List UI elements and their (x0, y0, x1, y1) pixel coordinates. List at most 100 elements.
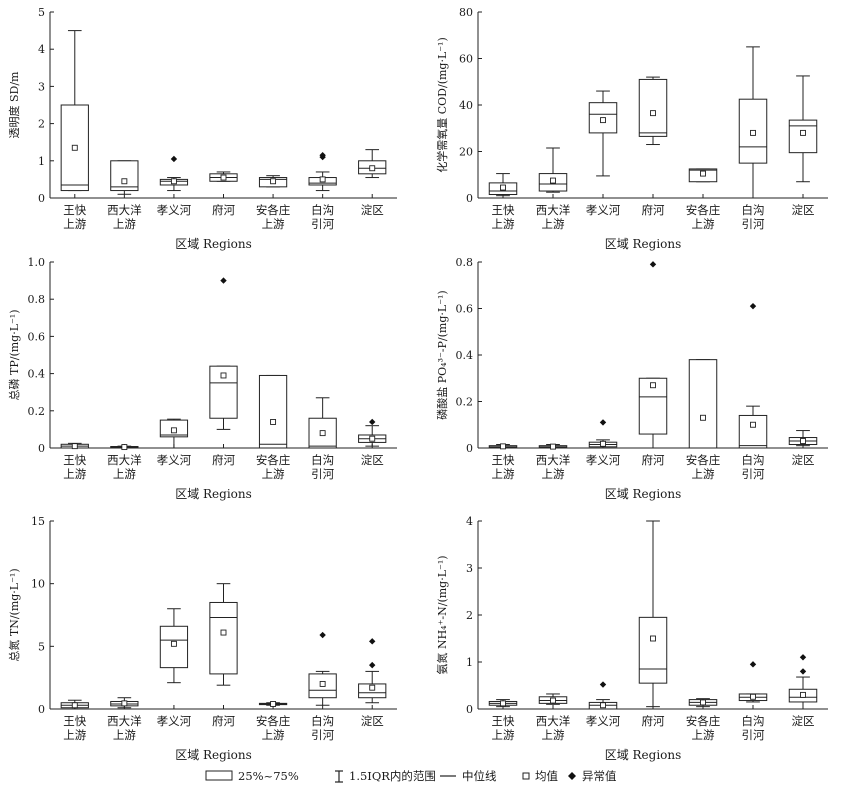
category-label: 淀区 (792, 203, 815, 217)
mean-marker (700, 170, 706, 177)
iqr-box (358, 683, 387, 699)
y-tick-label: 3 (466, 562, 473, 575)
legend-whisker-label: 1.5IQR内的范围 (349, 769, 436, 783)
box-3 (159, 155, 189, 192)
category-label: 上游 (492, 217, 515, 231)
mean-marker (650, 110, 656, 117)
category-label: 上游 (113, 467, 136, 481)
outlier-marker (369, 638, 376, 645)
y-tick-label: 0.4 (456, 349, 474, 362)
mean-marker (319, 176, 326, 183)
category-label: 上游 (262, 728, 285, 742)
y-axis-label: 透明度 SD/m (7, 71, 21, 139)
x-axis-label: 区域 Regions (175, 487, 252, 501)
category-label: 上游 (262, 467, 285, 481)
mean-marker (71, 144, 78, 151)
outlier-marker (749, 661, 757, 668)
category-label: 府河 (212, 714, 235, 728)
mean-marker (121, 444, 128, 451)
y-tick-label: 10 (31, 578, 45, 591)
box-3 (159, 608, 189, 684)
category-label: 西大洋 (107, 714, 142, 728)
box-2 (110, 697, 139, 709)
y-tick-label: 0 (38, 442, 45, 455)
category-label: 孝义河 (586, 714, 621, 728)
box-1 (60, 699, 89, 710)
y-tick-label: 0 (38, 703, 45, 716)
category-label: 白沟 (311, 714, 334, 728)
box-2 (538, 693, 568, 705)
category-label: 府河 (642, 714, 665, 728)
box-3 (588, 90, 618, 177)
iqr-box (688, 359, 718, 449)
x-axis-label: 区域 Regions (175, 237, 252, 251)
category-label: 安各庄 (256, 203, 291, 217)
legend-median-label: 中位线 (462, 769, 497, 783)
category-label: 孝义河 (157, 714, 192, 728)
category-label: 上游 (492, 467, 515, 481)
mean-marker (650, 382, 656, 389)
y-tick-label: 0.6 (456, 303, 474, 316)
category-label: 孝义河 (157, 203, 192, 217)
y-tick-label: 5 (38, 640, 45, 653)
box-7 (788, 654, 818, 710)
category-label: 上游 (542, 217, 565, 231)
outlier-marker (220, 277, 227, 284)
y-tick-label: 1 (466, 656, 473, 669)
box-4 (209, 277, 238, 430)
box-7 (358, 418, 387, 447)
category-label: 府河 (212, 453, 235, 467)
category-label: 上游 (692, 467, 715, 481)
iqr-box (159, 625, 189, 669)
mean-marker (700, 699, 706, 706)
outlier-marker (319, 152, 326, 159)
box-1 (488, 173, 518, 197)
y-tick-label: 0 (38, 192, 45, 205)
category-label: 引河 (742, 217, 765, 231)
box-5 (258, 701, 288, 707)
outlier-marker (369, 418, 376, 426)
box-2 (110, 444, 139, 451)
category-label: 安各庄 (256, 453, 291, 467)
mean-marker (369, 165, 376, 172)
mean-marker (319, 430, 326, 437)
category-label: 上游 (692, 217, 715, 231)
category-label: 白沟 (742, 203, 765, 217)
box-6 (738, 46, 768, 199)
mean-marker (750, 693, 756, 700)
box-7 (358, 149, 387, 179)
y-tick-label: 3 (38, 80, 45, 93)
y-tick-label: 4 (466, 515, 473, 528)
mean-marker (750, 421, 756, 428)
category-label: 府河 (212, 203, 235, 217)
iqr-box (110, 160, 139, 192)
y-tick-label: 0.6 (28, 330, 46, 343)
mean-marker (600, 702, 606, 709)
category-label: 上游 (262, 217, 285, 231)
mean-marker (71, 443, 78, 450)
iqr-box (788, 119, 818, 154)
box-2 (538, 443, 568, 450)
category-label: 淀区 (361, 453, 384, 467)
y-tick-label: 5 (38, 6, 45, 19)
mean-marker (750, 129, 756, 136)
box-6 (738, 661, 768, 703)
box-6 (308, 397, 337, 449)
y-tick-label: 0 (466, 192, 473, 205)
x-axis-label: 区域 Regions (605, 487, 682, 501)
y-tick-label: 1 (38, 155, 45, 168)
category-label: 淀区 (361, 203, 384, 217)
y-tick-label: 15 (31, 515, 45, 528)
category-label: 安各庄 (686, 203, 721, 217)
category-label: 西大洋 (536, 714, 571, 728)
category-label: 淀区 (361, 714, 384, 728)
iqr-box (209, 601, 238, 675)
mean-marker (170, 178, 177, 185)
y-tick-label: 2 (38, 118, 45, 131)
y-tick-label: 2 (466, 609, 473, 622)
